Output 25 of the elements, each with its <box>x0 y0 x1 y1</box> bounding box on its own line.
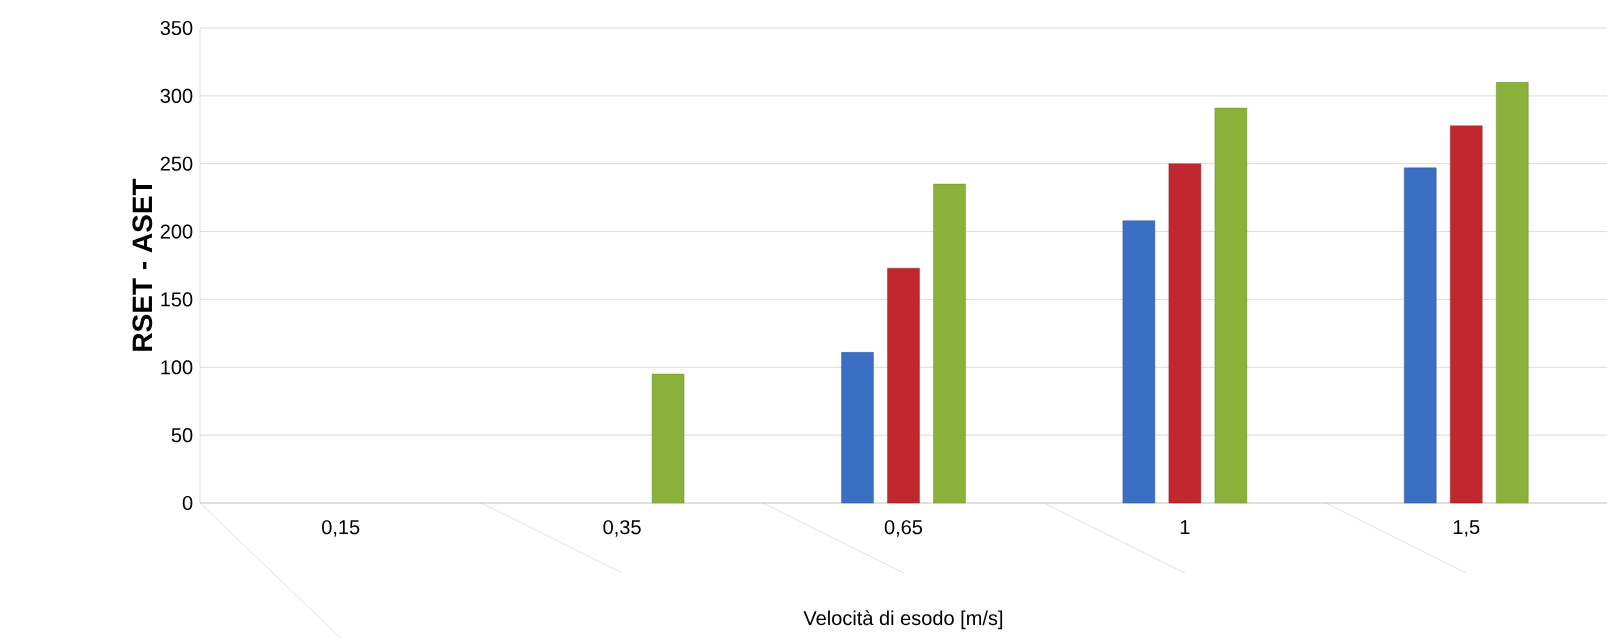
y-tick-label: 100 <box>161 360 193 375</box>
y-tick-label: 350 <box>160 20 193 36</box>
y-tick-label: 250 <box>160 156 193 171</box>
y-axis-title: RSET - ASET <box>132 178 153 351</box>
y-tick-label: 0 <box>182 495 193 511</box>
bar <box>1496 82 1529 504</box>
bar <box>887 268 920 504</box>
y-tick-label: 50 <box>171 428 193 443</box>
y-tick-label: 300 <box>160 88 193 103</box>
y-tick-label: 150 <box>161 292 193 307</box>
x-tick-label: 0,35 <box>603 520 641 537</box>
x-axis-title: Velocità di esodo [m/s] <box>803 610 1003 630</box>
x-tick-label: 0,65 <box>884 520 923 537</box>
x-tick-label: 1,5 <box>1453 520 1480 537</box>
y-tick-label: 200 <box>160 224 193 239</box>
x-tick-label: 1 <box>1180 520 1190 534</box>
bar <box>1168 163 1202 504</box>
x-tick-label: 0,15 <box>322 520 360 537</box>
bar <box>933 183 966 504</box>
bar <box>1450 125 1483 504</box>
bar <box>1122 220 1156 504</box>
bar <box>1214 107 1248 504</box>
bar <box>841 352 874 504</box>
bar <box>651 373 685 504</box>
bar <box>1404 167 1437 504</box>
